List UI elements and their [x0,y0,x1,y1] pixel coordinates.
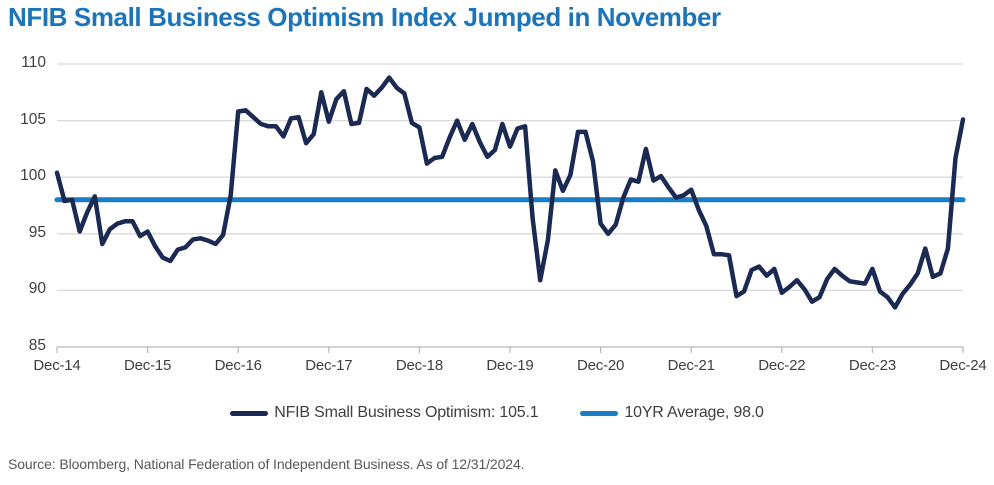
x-axis-tick-label: Dec-15 [124,357,172,374]
x-axis-tick-label: Dec-21 [667,357,715,374]
x-axis-tick-label: Dec-20 [577,357,625,374]
chart-title: NFIB Small Business Optimism Index Jumpe… [8,2,721,32]
legend-item-nfib: NFIB Small Business Optimism: 105.1 [230,404,539,422]
x-axis-tick-label: Dec-22 [758,357,806,374]
y-axis-tick-label: 100 [20,167,46,185]
legend-item-average: 10YR Average, 98.0 [580,404,764,422]
y-axis-tick-label: 95 [28,223,46,241]
x-axis-tick-label: Dec-17 [305,357,353,374]
x-axis-tick-label: Dec-19 [486,357,534,374]
source-note: Source: Bloomberg, National Federation o… [8,456,525,472]
nfib-line-swatch [230,410,269,416]
y-axis-tick-label: 105 [20,110,46,128]
legend-label-nfib: NFIB Small Business Optimism: 105.1 [274,404,539,421]
average-line-swatch [580,410,619,416]
y-axis-tick-label: 85 [28,337,46,354]
legend-label-average: 10YR Average, 98.0 [624,404,764,421]
y-axis-tick-label: 90 [28,280,46,298]
x-axis-tick-label: Dec-24 [939,357,987,374]
x-axis-tick-label: Dec-16 [214,357,262,374]
x-axis-tick-label: Dec-23 [848,357,896,374]
y-axis-tick-label: 110 [21,54,46,71]
x-axis-tick-label: Dec-14 [33,357,81,374]
chart-legend: NFIB Small Business Optimism: 105.1 10YR… [0,404,994,422]
x-axis-tick-label: Dec-18 [395,357,443,374]
